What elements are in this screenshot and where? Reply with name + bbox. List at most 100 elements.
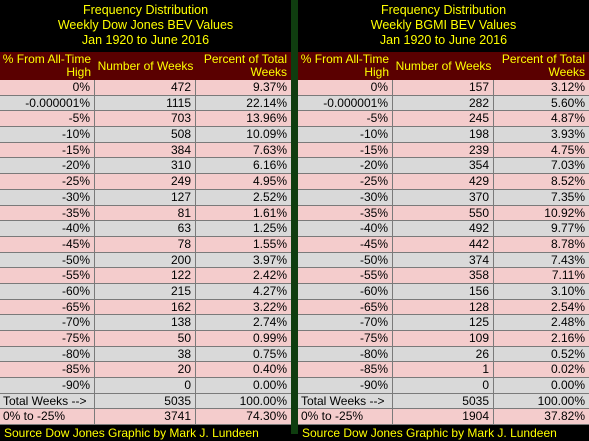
table-row: -90% 0 0.00% — [298, 378, 589, 394]
cell-pct-from-high: -55% — [0, 268, 95, 284]
cell-percent-total: 1.55% — [252, 236, 287, 251]
table-row: -25% 249 4.95% — [0, 174, 291, 190]
cell-percent-total: 8.52% — [550, 174, 585, 189]
table-row: -90% 0 0.00% — [0, 378, 291, 394]
table-row: -70% 138 2.74% — [0, 315, 291, 331]
cell-pct-from-high: -30% — [298, 189, 393, 205]
cell-percent-total: 22.14% — [246, 95, 287, 110]
title-line-3: Jan 1920 to June 2016 — [379, 33, 508, 47]
cell-pct-from-high: -5% — [298, 111, 393, 127]
cell-pct-from-high: -45% — [298, 236, 393, 252]
total-weeks: 5035 — [393, 393, 494, 409]
cell-percent-total: 4.87% — [550, 111, 585, 126]
cell-percent-total: 7.03% — [550, 158, 585, 173]
cell-number-of-weeks: 492 — [393, 221, 494, 237]
cell-number-of-weeks: 0 — [95, 378, 196, 394]
title-line-3: Jan 1920 to June 2016 — [81, 33, 210, 47]
bgmi-range-row: 0% to -25% 1904 37.82% — [298, 409, 589, 426]
cell-number-of-weeks: 81 — [95, 205, 196, 221]
cell-pct-from-high: -5% — [0, 111, 95, 127]
cell-number-of-weeks: 26 — [393, 346, 494, 362]
table-row: -60% 215 4.27% — [0, 283, 291, 300]
cell-percent-total: 8.78% — [550, 236, 585, 251]
table-row: -15% 239 4.75% — [298, 142, 589, 159]
cell-percent-total: 6.16% — [252, 158, 287, 173]
cell-percent-total: 7.63% — [252, 142, 287, 157]
cell-pct-from-high: -30% — [0, 189, 95, 205]
bgmi-table-panel: Frequency Distribution Weekly BGMI BEV V… — [298, 0, 589, 440]
bgmi-rows: 0% 157 3.12% -0.000001% 282 5.60% -5% 245 4.87% -… — [298, 80, 589, 394]
cell-percent-total: 4.27% — [252, 283, 287, 298]
cell-pct-from-high: -80% — [298, 346, 393, 362]
table-row: -30% 127 2.52% — [0, 189, 291, 206]
cell-percent-total: 2.54% — [550, 299, 585, 314]
cell-percent-total: 4.95% — [252, 174, 287, 189]
table-row: -30% 370 7.35% — [298, 189, 589, 206]
cell-pct-from-high: -10% — [0, 127, 95, 143]
title-line-1: Frequency Distribution — [82, 3, 209, 17]
cell-number-of-weeks: 63 — [95, 221, 196, 237]
table-row: -35% 550 10.92% — [298, 205, 589, 222]
cell-number-of-weeks: 0 — [393, 378, 494, 394]
total-percent: 100.00% — [239, 393, 287, 408]
cell-percent-total: 5.60% — [550, 95, 585, 110]
cell-number-of-weeks: 200 — [95, 252, 196, 268]
cell-percent-total: 3.10% — [550, 283, 585, 298]
cell-pct-from-high: -15% — [298, 142, 393, 158]
cell-pct-from-high: -20% — [298, 158, 393, 174]
cell-number-of-weeks: 20 — [95, 362, 196, 378]
cell-percent-total: 2.42% — [252, 268, 287, 283]
cell-pct-from-high: -70% — [0, 315, 95, 331]
cell-number-of-weeks: 508 — [95, 127, 196, 143]
dow-jones-total-row: Total Weeks --> 5035 100.00% — [0, 393, 291, 410]
table-row: -50% 200 3.97% — [0, 252, 291, 269]
table-row: -60% 156 3.10% — [298, 283, 589, 300]
table-row: -20% 354 7.03% — [298, 158, 589, 175]
cell-pct-from-high: -40% — [298, 221, 393, 237]
range-label: 0% to -25% — [298, 409, 393, 425]
header-pct-from-high: % From All-Time High — [2, 52, 91, 79]
table-row: -65% 128 2.54% — [298, 299, 589, 316]
cell-number-of-weeks: 703 — [95, 111, 196, 127]
header-percent-total: Percent of Total Weeks — [203, 52, 287, 79]
cell-percent-total: 1.61% — [252, 205, 287, 220]
table-row: -40% 492 9.77% — [298, 221, 589, 237]
cell-number-of-weeks: 245 — [393, 111, 494, 127]
cell-number-of-weeks: 198 — [393, 127, 494, 143]
header-number-of-weeks: Number of Weeks — [97, 58, 194, 73]
cell-number-of-weeks: 239 — [393, 142, 494, 158]
cell-percent-total: 7.43% — [550, 252, 585, 267]
table-row: -5% 245 4.87% — [298, 111, 589, 128]
table-row: 0% 472 9.37% — [0, 80, 291, 96]
cell-percent-total: 2.16% — [550, 331, 585, 345]
range-percent: 37.82% — [544, 409, 585, 424]
table-row: -25% 429 8.52% — [298, 174, 589, 190]
table-row: -10% 508 10.09% — [0, 127, 291, 143]
table-row: -10% 198 3.93% — [298, 127, 589, 143]
cell-pct-from-high: -15% — [0, 142, 95, 158]
cell-pct-from-high: -45% — [0, 236, 95, 252]
range-weeks: 1904 — [393, 409, 494, 425]
cell-percent-total: 10.92% — [544, 205, 585, 220]
table-row: -0.000001% 1115 22.14% — [0, 95, 291, 112]
cell-percent-total: 2.74% — [252, 315, 287, 330]
cell-pct-from-high: -75% — [298, 331, 393, 346]
table-row: -45% 442 8.78% — [298, 236, 589, 253]
cell-pct-from-high: 0% — [298, 80, 393, 95]
cell-percent-total: 13.96% — [246, 111, 287, 126]
cell-pct-from-high: -85% — [298, 362, 393, 378]
header-percent-total: Percent of Total Weeks — [501, 52, 585, 79]
cell-pct-from-high: -65% — [0, 299, 95, 315]
cell-percent-total: 0.00% — [252, 378, 287, 393]
cell-number-of-weeks: 310 — [95, 158, 196, 174]
range-label: 0% to -25% — [0, 409, 95, 425]
cell-pct-from-high: -10% — [298, 127, 393, 143]
panel-divider — [291, 0, 298, 434]
cell-percent-total: 3.97% — [252, 252, 287, 267]
cell-percent-total: 10.09% — [246, 127, 287, 142]
cell-percent-total: 0.75% — [252, 346, 287, 361]
bgmi-total-row: Total Weeks --> 5035 100.00% — [298, 393, 589, 410]
header-pct-from-high: % From All-Time High — [300, 52, 389, 79]
table-row: -35% 81 1.61% — [0, 205, 291, 222]
cell-number-of-weeks: 1115 — [95, 95, 196, 111]
